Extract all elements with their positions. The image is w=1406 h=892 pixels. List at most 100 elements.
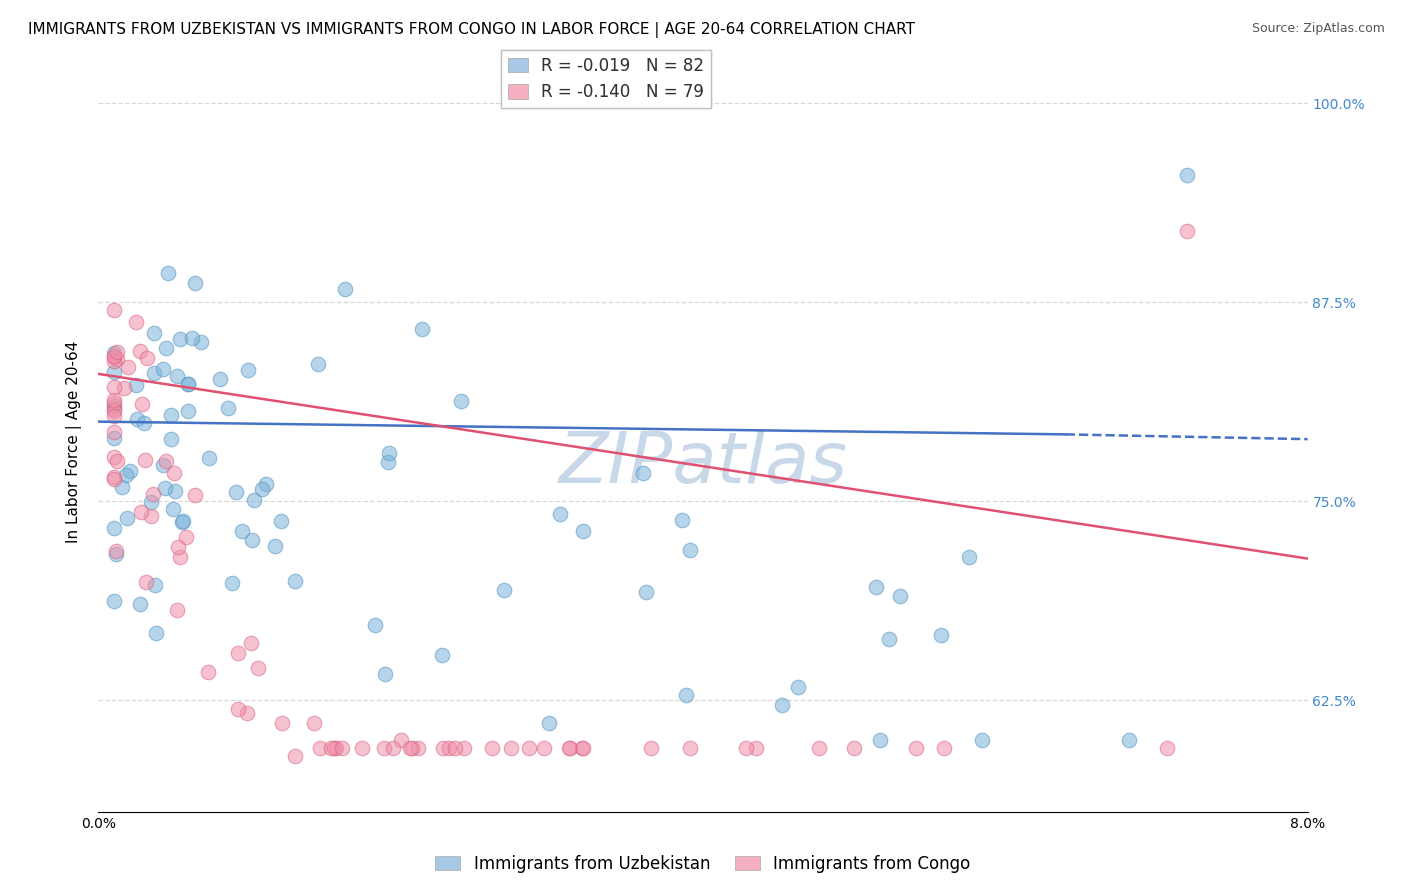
Point bbox=[879, 632, 901, 646]
Point bbox=[104, 547, 127, 561]
Point bbox=[160, 433, 183, 447]
Point bbox=[1156, 741, 1178, 756]
Point bbox=[103, 593, 125, 607]
Point bbox=[770, 698, 793, 712]
Point bbox=[111, 480, 134, 494]
Point bbox=[103, 353, 125, 368]
Point bbox=[1175, 223, 1198, 237]
Point bbox=[481, 741, 503, 756]
Point bbox=[166, 602, 188, 616]
Point bbox=[807, 741, 830, 756]
Point bbox=[231, 524, 253, 538]
Point bbox=[167, 540, 190, 554]
Point bbox=[533, 741, 555, 756]
Y-axis label: In Labor Force | Age 20-64: In Labor Force | Age 20-64 bbox=[66, 341, 83, 542]
Point bbox=[103, 470, 125, 484]
Point bbox=[115, 467, 138, 482]
Point bbox=[307, 357, 329, 371]
Point bbox=[401, 741, 423, 756]
Point bbox=[162, 466, 184, 480]
Point bbox=[558, 741, 581, 756]
Point bbox=[117, 360, 139, 375]
Point bbox=[437, 741, 460, 756]
Point bbox=[103, 396, 125, 410]
Point bbox=[236, 363, 259, 377]
Point bbox=[135, 575, 157, 590]
Point bbox=[378, 445, 401, 459]
Point bbox=[235, 706, 257, 721]
Point bbox=[319, 741, 342, 756]
Point bbox=[671, 513, 693, 527]
Point bbox=[169, 549, 191, 564]
Point bbox=[103, 409, 125, 424]
Point bbox=[160, 408, 183, 422]
Point bbox=[325, 741, 347, 756]
Point bbox=[181, 330, 204, 344]
Point bbox=[103, 350, 125, 364]
Point bbox=[308, 741, 330, 756]
Point bbox=[169, 332, 191, 346]
Point bbox=[155, 454, 177, 468]
Point bbox=[103, 350, 125, 364]
Point bbox=[929, 628, 952, 642]
Point bbox=[744, 741, 766, 756]
Point bbox=[103, 392, 125, 407]
Point bbox=[869, 733, 891, 747]
Point bbox=[225, 485, 247, 500]
Point bbox=[572, 524, 595, 538]
Point bbox=[243, 492, 266, 507]
Point bbox=[143, 366, 166, 380]
Point bbox=[499, 741, 522, 756]
Text: ZIPatlas: ZIPatlas bbox=[558, 429, 848, 499]
Point bbox=[143, 578, 166, 592]
Point bbox=[284, 749, 307, 764]
Point bbox=[103, 303, 125, 318]
Point bbox=[734, 741, 756, 756]
Point bbox=[105, 345, 128, 359]
Point bbox=[103, 401, 125, 416]
Point bbox=[934, 741, 956, 756]
Point bbox=[558, 741, 581, 756]
Point bbox=[129, 505, 152, 519]
Point bbox=[492, 583, 515, 598]
Point bbox=[254, 477, 277, 491]
Point bbox=[103, 425, 125, 439]
Point bbox=[198, 451, 221, 466]
Point bbox=[162, 502, 184, 516]
Point bbox=[250, 483, 273, 497]
Point bbox=[377, 455, 399, 469]
Point bbox=[679, 741, 702, 756]
Point bbox=[104, 543, 127, 558]
Point bbox=[450, 393, 472, 408]
Point bbox=[430, 648, 453, 662]
Point bbox=[226, 646, 249, 660]
Point bbox=[209, 372, 232, 386]
Point bbox=[172, 514, 194, 528]
Point bbox=[865, 580, 887, 594]
Point bbox=[381, 741, 404, 756]
Point bbox=[174, 530, 197, 544]
Point bbox=[246, 661, 269, 675]
Point bbox=[957, 550, 980, 565]
Legend: Immigrants from Uzbekistan, Immigrants from Congo: Immigrants from Uzbekistan, Immigrants f… bbox=[429, 848, 977, 880]
Point bbox=[408, 741, 430, 756]
Point bbox=[103, 450, 125, 464]
Point bbox=[129, 344, 152, 359]
Point bbox=[103, 380, 125, 394]
Point bbox=[145, 626, 167, 640]
Point bbox=[399, 741, 422, 756]
Point bbox=[107, 352, 129, 367]
Point bbox=[177, 403, 200, 417]
Point bbox=[125, 315, 148, 329]
Point bbox=[177, 377, 200, 392]
Point bbox=[572, 741, 595, 756]
Point bbox=[134, 453, 156, 467]
Point bbox=[1118, 733, 1140, 747]
Point bbox=[842, 741, 865, 756]
Point bbox=[284, 574, 307, 588]
Point bbox=[548, 508, 571, 522]
Point bbox=[172, 516, 194, 530]
Point bbox=[155, 341, 177, 355]
Point bbox=[125, 378, 148, 392]
Point bbox=[226, 702, 249, 716]
